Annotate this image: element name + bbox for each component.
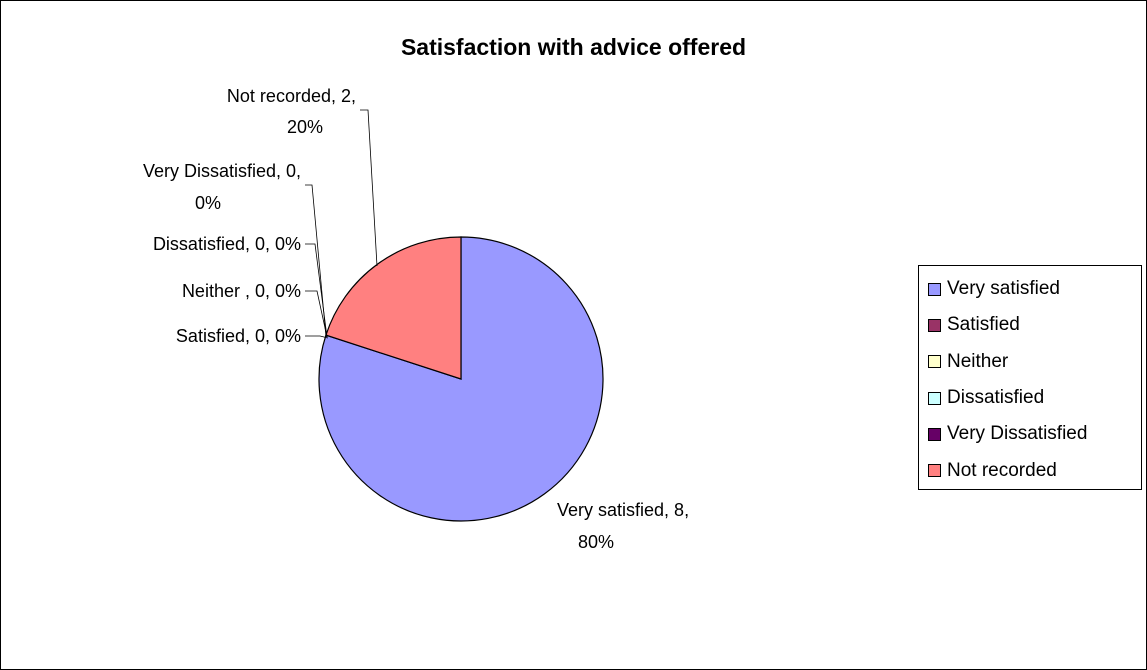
legend-swatch — [928, 318, 941, 332]
data-label-text: Neither , 0, 0% — [182, 281, 301, 301]
leader-line — [305, 184, 327, 338]
legend-item: Dissatisfied — [928, 380, 1141, 416]
legend-swatch — [928, 282, 941, 296]
legend-item: Satisfied — [928, 307, 1141, 343]
data-label-text: 0% — [195, 193, 221, 213]
legend-label: Very satisfied — [947, 278, 1060, 300]
data-label-neither: Neither , 0, 0% — [182, 281, 328, 338]
legend-item: Not recorded — [928, 452, 1141, 488]
legend-swatch — [928, 464, 941, 478]
legend-label: Neither — [947, 350, 1009, 372]
leader-line — [360, 109, 378, 267]
legend-swatch — [928, 391, 941, 405]
chart-title: Satisfaction with advice offered — [400, 34, 747, 60]
data-label-very-dissatisfied: Very Dissatisfied, 0, 0% — [143, 161, 327, 338]
leader-line — [305, 335, 329, 339]
legend-swatch — [928, 355, 941, 369]
data-label-text: Very satisfied, 8, — [557, 500, 689, 520]
data-label-very-satisfied: Very satisfied, 8, 80% — [557, 500, 689, 552]
data-label-text: 20% — [287, 117, 323, 137]
data-label-satisfied: Satisfied, 0, 0% — [176, 326, 329, 346]
legend-item: Neither — [928, 344, 1141, 380]
legend-item: Very Dissatisfied — [928, 416, 1141, 452]
data-label-text: Very Dissatisfied, 0, — [143, 161, 301, 181]
data-label-text: Dissatisfied, 0, 0% — [153, 234, 301, 254]
legend-swatch — [928, 427, 941, 441]
data-label-text: Not recorded, 2, — [227, 86, 356, 106]
legend-label: Satisfied — [947, 314, 1020, 336]
legend-label: Not recorded — [947, 459, 1057, 481]
leader-line — [305, 290, 328, 338]
data-label-not-recorded: Not recorded, 2, 20% — [227, 86, 378, 267]
legend-label: Dissatisfied — [947, 387, 1045, 409]
data-label-text: 80% — [578, 532, 614, 552]
legend-label: Very Dissatisfied — [947, 423, 1088, 445]
legend: Very satisfied Satisfied Neither Dissati… — [918, 265, 1142, 490]
data-label-text: Satisfied, 0, 0% — [176, 326, 301, 346]
legend-item: Very satisfied — [928, 271, 1141, 307]
pie-slice-not-recorded — [325, 236, 462, 380]
